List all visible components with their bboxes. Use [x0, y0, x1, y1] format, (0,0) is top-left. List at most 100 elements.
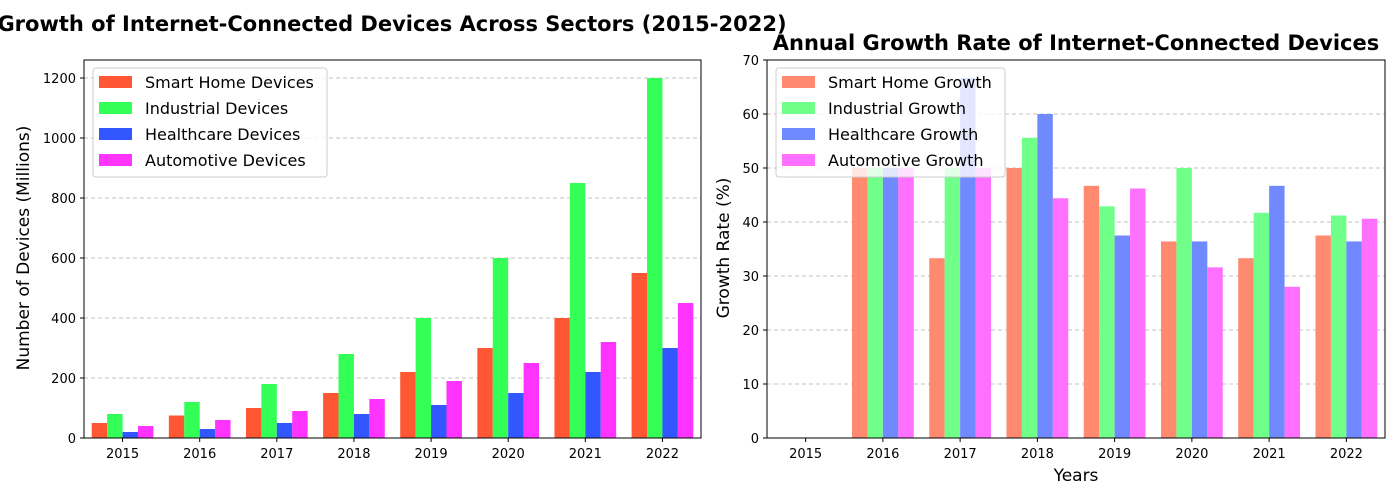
bar	[1191, 241, 1208, 438]
bar	[898, 168, 914, 438]
x-tick-label: 2020	[1175, 447, 1208, 462]
legend-label: Healthcare Devices	[145, 125, 300, 144]
legend-label: Automotive Growth	[828, 151, 984, 170]
x-axis-label: Years	[1053, 466, 1099, 486]
y-tick-label: 60	[742, 108, 759, 123]
y-tick-label: 30	[742, 270, 759, 285]
legend-label: Smart Home Devices	[145, 73, 314, 92]
bar	[631, 273, 648, 438]
y-tick-label: 1000	[43, 132, 76, 147]
bar	[446, 381, 462, 438]
bar	[1037, 114, 1053, 438]
bar	[292, 411, 308, 438]
bar	[415, 318, 432, 438]
bar	[168, 415, 185, 438]
legend-swatch	[99, 102, 132, 114]
bar	[554, 318, 570, 438]
legend-swatch	[99, 128, 132, 140]
bar	[431, 405, 447, 438]
bar	[477, 348, 493, 438]
y-axis-label: Number of Devices (Millions)	[14, 126, 34, 371]
growth-rate-chart: Annual Growth Rate of Internet-Connected…	[714, 31, 1386, 486]
bar	[215, 420, 231, 438]
legend-label: Smart Home Growth	[828, 73, 992, 92]
legend-swatch	[782, 76, 815, 88]
bar	[137, 426, 154, 438]
bar	[338, 354, 354, 438]
y-tick-label: 0	[68, 432, 76, 447]
x-tick-label: 2019	[1098, 447, 1131, 462]
bar	[1160, 241, 1177, 438]
bar	[1284, 286, 1301, 438]
bar	[1346, 241, 1362, 438]
legend-swatch	[782, 154, 815, 166]
bar	[851, 168, 868, 438]
bar	[677, 303, 694, 438]
plot-frame	[766, 59, 1386, 439]
y-tick-label: 20	[742, 324, 759, 339]
x-tick-label: 2019	[415, 447, 448, 462]
chart-title: Growth of Internet-Connected Devices Acr…	[0, 12, 787, 36]
legend: Smart Home Devices Industrial Devices Heal…	[92, 67, 328, 178]
bar	[1315, 235, 1331, 438]
bar	[107, 414, 123, 438]
devices-chart: Growth of Internet-Connected Devices Acr…	[0, 12, 787, 462]
bar	[600, 342, 617, 438]
bar	[585, 372, 601, 438]
bar	[523, 363, 540, 438]
legend-label: Automotive Devices	[145, 151, 306, 170]
x-tick-label: 2017	[260, 447, 293, 462]
x-tick-label: 2022	[1330, 447, 1363, 462]
x-tick-label: 2017	[944, 447, 977, 462]
bar	[400, 372, 416, 438]
legend-box	[775, 67, 1006, 178]
bar	[276, 423, 293, 438]
legend-label: Industrial Devices	[145, 99, 288, 118]
legend: Smart Home Growth Industrial Growth Health…	[775, 67, 1006, 178]
x-tick-label: 2015	[789, 447, 822, 462]
bar	[1253, 212, 1270, 438]
bar	[184, 402, 200, 438]
bar	[1083, 185, 1100, 438]
bar	[1130, 188, 1146, 438]
bar	[882, 168, 899, 438]
bar	[261, 384, 277, 438]
x-tick-label: 2021	[1253, 447, 1286, 462]
bar	[1114, 235, 1131, 438]
bar	[569, 183, 586, 438]
y-axis-label: Growth Rate (%)	[714, 178, 734, 319]
y-tick-label: 0	[751, 432, 759, 447]
legend-box	[92, 67, 328, 178]
bar	[323, 393, 339, 438]
chart-title: Annual Growth Rate of Internet-Connected…	[773, 31, 1379, 55]
y-tick-label: 70	[742, 54, 759, 69]
y-tick-label: 50	[742, 162, 759, 177]
bar	[647, 78, 663, 438]
bar	[492, 258, 509, 438]
bar	[1269, 185, 1285, 438]
y-tick-label: 10	[742, 378, 759, 393]
y-tick-label: 40	[742, 216, 759, 231]
bar	[1361, 218, 1378, 438]
bar	[1330, 215, 1347, 438]
x-tick-label: 2021	[569, 447, 602, 462]
bar	[944, 168, 961, 438]
bar	[975, 168, 992, 438]
bar	[245, 408, 262, 438]
legend-swatch	[782, 128, 815, 140]
bar	[1238, 258, 1254, 438]
bar	[929, 258, 945, 438]
x-tick-label: 2016	[866, 447, 899, 462]
x-tick-label: 2016	[183, 447, 216, 462]
bar	[369, 399, 385, 438]
bar	[122, 432, 138, 438]
bar	[508, 393, 524, 438]
bar	[1176, 168, 1192, 438]
legend-label: Healthcare Growth	[828, 125, 978, 144]
legend-swatch	[99, 76, 132, 88]
bar	[1021, 137, 1038, 438]
y-tick-label: 600	[51, 252, 76, 267]
bar	[1052, 198, 1069, 438]
x-tick-label: 2018	[337, 447, 370, 462]
